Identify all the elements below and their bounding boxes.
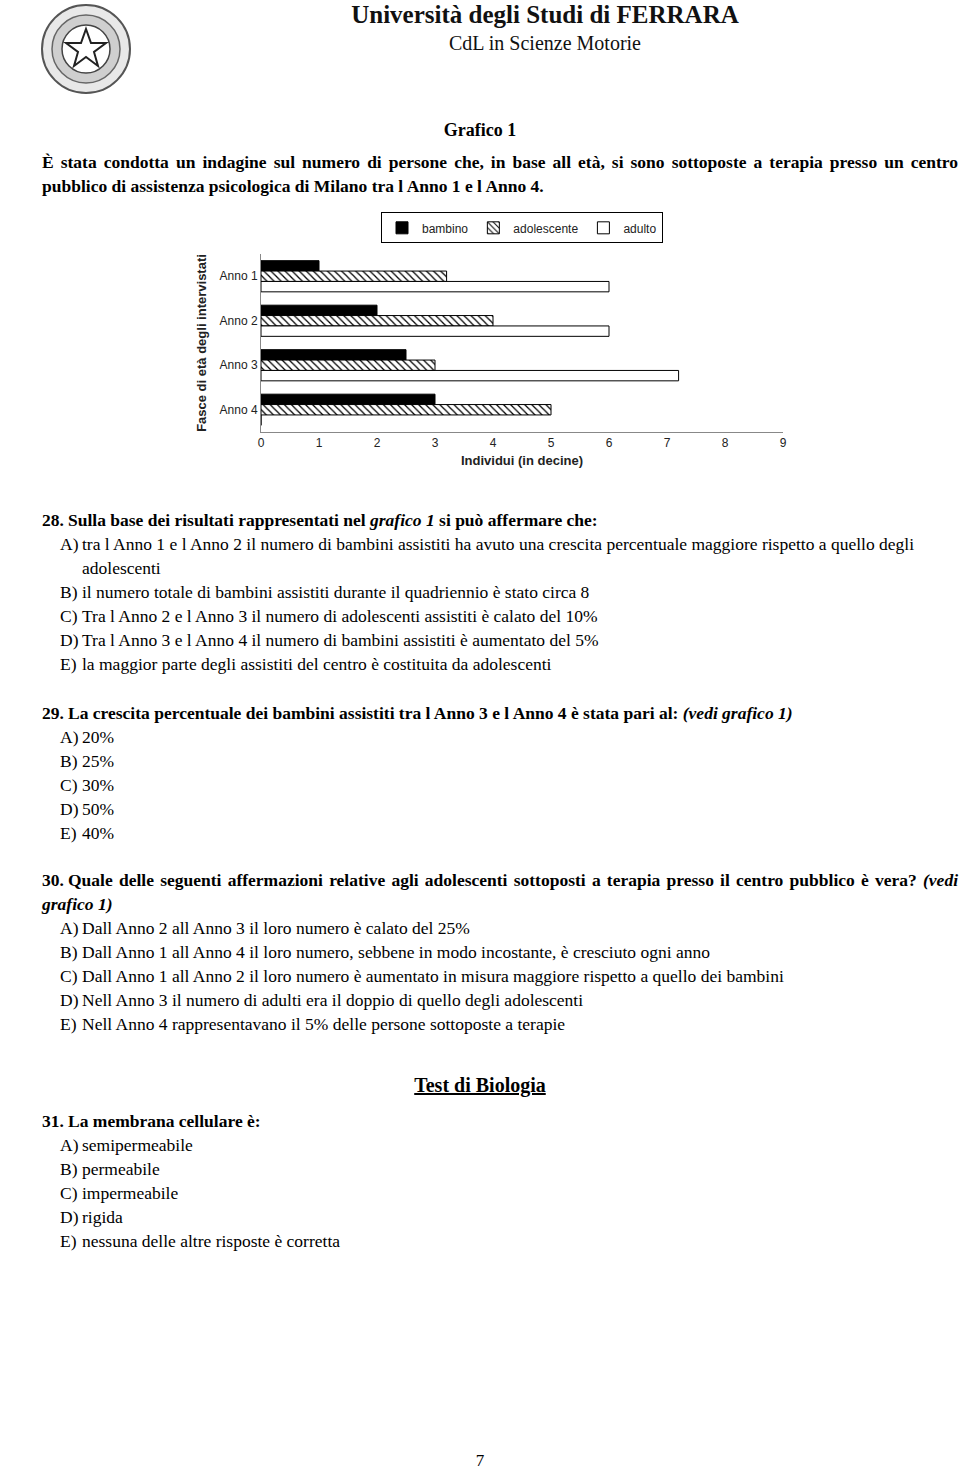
html-text:B) 25%: B) 25% [60,751,115,771]
html-text:A) 20%: A) 20% [60,727,115,747]
html-text:Università degli Studi di FERR: Università degli Studi di FERRARA [351,1,739,28]
html-text:A) tra l Anno 1 e l Anno 2 il: A) tra l Anno 1 e l Anno 2 il numero di … [60,534,914,578]
svg-text:Anno 2: Anno 2 [220,314,258,328]
svg-text:7: 7 [664,436,671,450]
svg-text:1: 1 [316,436,323,450]
svg-text:adulto: adulto [623,222,656,236]
svg-text:4: 4 [490,436,497,450]
html-text:31. La membrana cellulare è:: 31. La membrana cellulare è: [42,1111,261,1131]
html-text:C) 30%: C) 30% [60,775,115,795]
svg-text:5: 5 [548,436,555,450]
html-text:B) il numero totale di bambini: B) il numero totale di bambini assistiti… [60,582,590,602]
html-text:28. Sulla base dei risultati r: 28. Sulla base dei risultati rappresenta… [42,510,598,530]
html-text:D) Tra l Anno 3 e l Anno 4 il: D) Tra l Anno 3 e l Anno 4 il numero di … [60,630,599,650]
html-text:D) rigida: D) rigida [60,1207,123,1227]
html-text:29. La crescita percentuale de: 29. La crescita percentuale dei bambini … [42,703,793,723]
html-text:A) semipermeabile: A) semipermeabile [60,1135,193,1155]
svg-text:adolescente: adolescente [513,222,578,236]
svg-text:bambino: bambino [422,222,468,236]
html-text:E) nessuna delle altre rispost: E) nessuna delle altre risposte è corret… [60,1231,340,1251]
html-text:È stata condotta un indagine s: È stata condotta un indagine sul numero … [42,152,958,196]
html-text:Test di Biologia: Test di Biologia [414,1074,546,1096]
svg-text:0: 0 [258,436,265,450]
html-text:C) Dall Anno 1 all Anno 2 il l: C) Dall Anno 1 all Anno 2 il loro numero… [60,966,784,986]
html-text:D) Nell Anno 3 il numero di ad: D) Nell Anno 3 il numero di adulti era i… [60,990,584,1010]
svg-text:Fasce di età degli intervistat: Fasce di età degli intervistati [194,254,209,432]
html-text:30. Quale delle seguenti affer: 30. Quale delle seguenti affermazioni re… [42,870,958,914]
html-text:E) 40%: E) 40% [60,823,115,843]
html-text:7: 7 [475,1451,485,1470]
html-text:E) Nell Anno 4 rappresentavano: E) Nell Anno 4 rappresentavano il 5% del… [60,1014,565,1034]
svg-text:2: 2 [374,436,381,450]
html-text:B) Dall Anno 1 all Anno 4 il l: B) Dall Anno 1 all Anno 4 il loro numero… [60,942,710,962]
html-text:Grafico 1: Grafico 1 [443,120,517,140]
svg-text:9: 9 [780,436,787,450]
html-text:E) la maggior parte degli assi: E) la maggior parte degli assistiti del … [60,654,552,674]
html-text:C) Tra l Anno 2 e l Anno 3 il: C) Tra l Anno 2 e l Anno 3 il numero di … [60,606,598,626]
svg-text:Anno 1: Anno 1 [220,269,258,283]
html-text:C) impermeabile: C) impermeabile [60,1183,179,1203]
svg-text:8: 8 [722,436,729,450]
svg-text:3: 3 [432,436,439,450]
html-text:B) permeabile: B) permeabile [60,1159,160,1179]
html-text:CdL in Scienze Motorie: CdL in Scienze Motorie [449,32,641,54]
svg-text:Individui (in decine): Individui (in decine) [461,453,583,468]
svg-text:Anno 3: Anno 3 [220,358,258,372]
svg-text:6: 6 [606,436,613,450]
svg-text:Anno 4: Anno 4 [220,403,258,417]
html-text:A) Dall Anno 2 all Anno 3 il l: A) Dall Anno 2 all Anno 3 il loro numero… [60,918,470,938]
html-text:D) 50%: D) 50% [60,799,115,819]
